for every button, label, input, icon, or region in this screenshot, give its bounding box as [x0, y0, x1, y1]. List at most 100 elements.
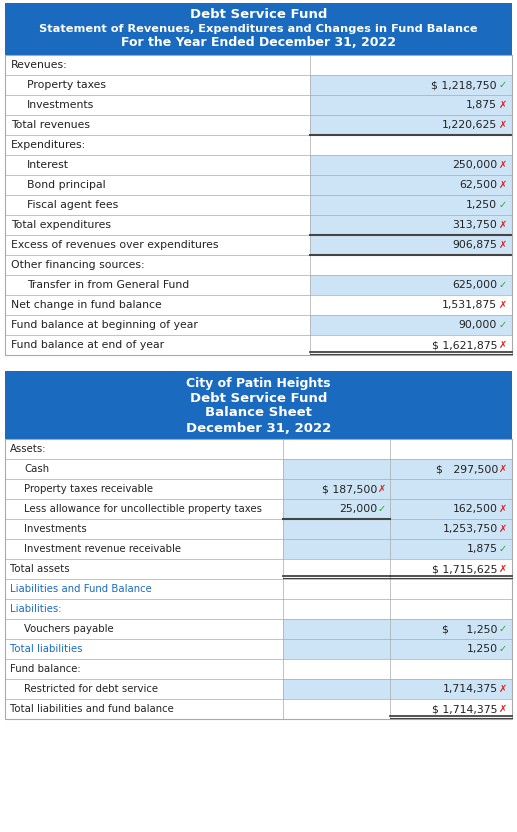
Text: Debt Service Fund: Debt Service Fund [190, 8, 327, 22]
Bar [310, 215, 512, 235]
Text: Liabilities:: Liabilities: [10, 604, 62, 614]
Text: ✓: ✓ [499, 624, 507, 634]
Text: Balance Sheet: Balance Sheet [205, 407, 312, 419]
Bar [390, 459, 512, 479]
Text: ✓: ✓ [499, 200, 507, 210]
Text: Liabilities and Fund Balance: Liabilities and Fund Balance [10, 584, 152, 594]
Text: Fund balance:: Fund balance: [10, 664, 81, 674]
Bar [310, 315, 512, 335]
Text: 250,000: 250,000 [452, 160, 497, 170]
Text: ✓: ✓ [499, 544, 507, 554]
Bar [5, 3, 512, 55]
Text: ✓: ✓ [499, 320, 507, 330]
Bar [310, 175, 512, 195]
Bar [310, 195, 512, 215]
Bar [283, 479, 390, 499]
Text: 625,000: 625,000 [452, 280, 497, 290]
Bar [390, 639, 512, 659]
Text: ✗: ✗ [499, 704, 507, 714]
Text: ✗: ✗ [499, 300, 507, 310]
Bar [390, 519, 512, 539]
Text: Excess of revenues over expenditures: Excess of revenues over expenditures [11, 240, 219, 250]
Bar [390, 619, 512, 639]
Text: ✗: ✗ [499, 340, 507, 350]
Bar [390, 539, 512, 559]
Bar [310, 235, 512, 255]
Bar [283, 499, 390, 519]
Text: Assets:: Assets: [10, 444, 47, 454]
Text: ✓: ✓ [499, 280, 507, 290]
Text: Total expenditures: Total expenditures [11, 220, 111, 230]
Bar [5, 439, 512, 719]
Text: ✗: ✗ [499, 240, 507, 250]
Text: 1,250: 1,250 [466, 200, 497, 210]
Bar [310, 95, 512, 115]
Text: Interest: Interest [27, 160, 69, 170]
Text: $ 1,218,750: $ 1,218,750 [431, 80, 497, 90]
Text: Investments: Investments [24, 524, 87, 534]
Text: Bond principal: Bond principal [27, 180, 105, 190]
Bar [283, 459, 390, 479]
Text: ✗: ✗ [499, 120, 507, 130]
Text: 1,714,375: 1,714,375 [443, 684, 498, 694]
Text: 1,531,875: 1,531,875 [442, 300, 497, 310]
Text: Statement of Revenues, Expenditures and Changes in Fund Balance: Statement of Revenues, Expenditures and … [39, 24, 478, 34]
Text: 1,875: 1,875 [466, 100, 497, 110]
Text: Revenues:: Revenues: [11, 60, 68, 70]
Text: Total liabilities and fund balance: Total liabilities and fund balance [10, 704, 174, 714]
Text: Fund balance at beginning of year: Fund balance at beginning of year [11, 320, 198, 330]
Text: Vouchers payable: Vouchers payable [24, 624, 114, 634]
Bar [390, 499, 512, 519]
Text: 1,875: 1,875 [467, 544, 498, 554]
Text: 62,500: 62,500 [459, 180, 497, 190]
Bar [390, 479, 512, 499]
Text: ✗: ✗ [499, 180, 507, 190]
Text: Fund balance at end of year: Fund balance at end of year [11, 340, 164, 350]
Text: Debt Service Fund: Debt Service Fund [190, 392, 327, 404]
Text: Property taxes: Property taxes [27, 80, 106, 90]
Text: ✓: ✓ [499, 80, 507, 90]
Text: ✗: ✗ [499, 684, 507, 694]
Text: ✓: ✓ [499, 644, 507, 654]
Bar [283, 619, 390, 639]
Text: Transfer in from General Fund: Transfer in from General Fund [27, 280, 189, 290]
Text: Investment revenue receivable: Investment revenue receivable [24, 544, 181, 554]
Text: 25,000: 25,000 [339, 504, 377, 514]
Text: For the Year Ended December 31, 2022: For the Year Ended December 31, 2022 [121, 37, 396, 49]
Text: $ 187,500: $ 187,500 [322, 484, 377, 494]
Bar [5, 55, 512, 355]
Text: $     1,250: $ 1,250 [443, 624, 498, 634]
Text: 162,500: 162,500 [453, 504, 498, 514]
Text: Restricted for debt service: Restricted for debt service [24, 684, 158, 694]
Bar [5, 371, 512, 439]
Text: $ 1,714,375: $ 1,714,375 [433, 704, 498, 714]
Text: Total revenues: Total revenues [11, 120, 90, 130]
Bar [283, 639, 390, 659]
Bar [283, 679, 390, 699]
Bar [390, 679, 512, 699]
Text: 1,253,750: 1,253,750 [443, 524, 498, 534]
Text: 1,250: 1,250 [467, 644, 498, 654]
Text: Other financing sources:: Other financing sources: [11, 260, 145, 270]
Bar [283, 519, 390, 539]
Text: ✗: ✗ [499, 100, 507, 110]
Bar [283, 539, 390, 559]
Text: 1,220,625: 1,220,625 [442, 120, 497, 130]
Text: 906,875: 906,875 [452, 240, 497, 250]
Bar [310, 155, 512, 175]
Text: ✗: ✗ [499, 524, 507, 534]
Text: Total assets: Total assets [10, 564, 70, 574]
Text: Cash: Cash [24, 464, 49, 474]
Text: Net change in fund balance: Net change in fund balance [11, 300, 162, 310]
Text: $ 1,715,625: $ 1,715,625 [433, 564, 498, 574]
Text: Property taxes receivable: Property taxes receivable [24, 484, 153, 494]
Text: ✗: ✗ [499, 160, 507, 170]
Text: ✗: ✗ [499, 504, 507, 514]
Text: ✗: ✗ [499, 464, 507, 474]
Text: Expenditures:: Expenditures: [11, 140, 86, 150]
Text: 90,000: 90,000 [459, 320, 497, 330]
Text: ✗: ✗ [499, 564, 507, 574]
Text: $ 1,621,875: $ 1,621,875 [432, 340, 497, 350]
Text: ✗: ✗ [499, 220, 507, 230]
Text: $   297,500: $ 297,500 [436, 464, 498, 474]
